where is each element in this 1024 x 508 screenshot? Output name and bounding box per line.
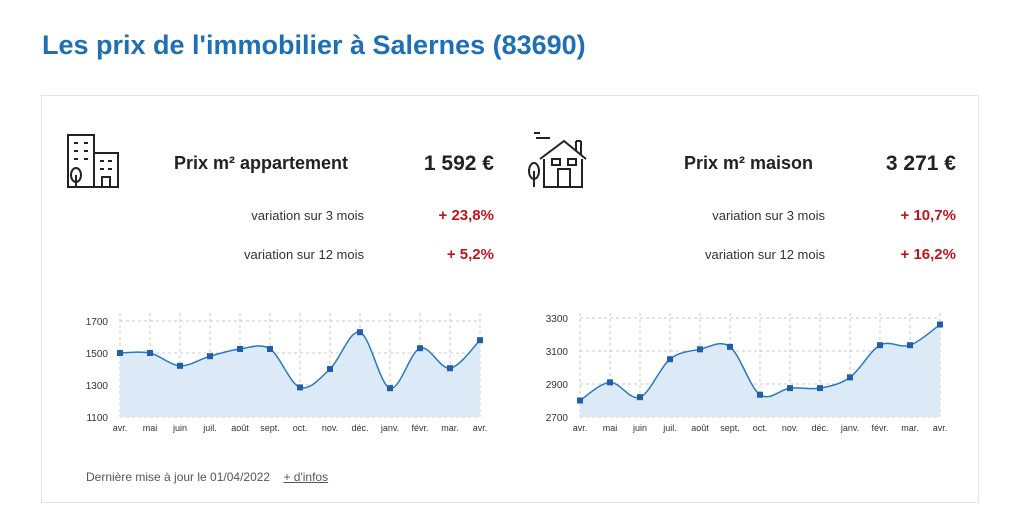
last-update-text: Dernière mise à jour le 01/04/2022	[86, 470, 271, 484]
x-tick-label: avr.	[573, 423, 588, 433]
x-tick-label: nov.	[782, 423, 798, 433]
data-point	[207, 353, 213, 360]
appartement-var3-value: + 23,8%	[438, 207, 494, 224]
x-tick-label: nov.	[322, 423, 338, 433]
data-point	[237, 346, 243, 352]
more-info-link[interactable]: + d'infos	[283, 470, 329, 484]
x-tick-label: avr.	[473, 423, 488, 433]
data-point	[907, 342, 913, 349]
appartement-price-chart: 1700 1500 1300 1100 avr. mai juin juil. août sept…	[86, 313, 488, 433]
x-tick-label: oct.	[293, 423, 308, 433]
appartement-var3-label: variation sur 3 mois	[251, 208, 364, 223]
data-point	[727, 343, 733, 350]
data-point	[667, 356, 673, 363]
y-tick-label: 3100	[546, 347, 569, 358]
data-point	[937, 321, 943, 328]
data-point	[327, 366, 333, 372]
maison-var12-value: + 16,2%	[900, 246, 956, 263]
data-point	[267, 346, 273, 352]
appartement-var12-label: variation sur 12 mois	[244, 247, 364, 262]
y-tick-label: 2700	[546, 413, 569, 424]
x-tick-label: juil.	[202, 423, 217, 433]
price-card	[41, 95, 979, 503]
house-icon	[528, 132, 587, 188]
x-tick-label: sept.	[260, 423, 280, 433]
data-point	[387, 385, 393, 392]
appartement-label: Prix m² appartement	[174, 153, 349, 173]
data-point	[357, 329, 363, 336]
maison-label: Prix m² maison	[684, 153, 814, 173]
x-tick-label: févr.	[871, 423, 888, 433]
data-point	[607, 379, 613, 386]
page-title: Les prix de l'immobilier à Salernes (836…	[42, 30, 586, 60]
maison-price: 3 271 €	[885, 152, 956, 175]
x-tick-label: avr.	[113, 423, 128, 433]
x-tick-label: janv.	[380, 423, 399, 433]
area-fill	[580, 324, 940, 417]
x-tick-label: août	[231, 423, 249, 433]
x-tick-label: mai	[143, 423, 158, 433]
building-icon	[67, 134, 119, 188]
y-tick-label: 1700	[86, 317, 109, 328]
data-point	[697, 346, 703, 353]
x-tick-label: janv.	[840, 423, 859, 433]
data-point	[577, 397, 583, 404]
data-point	[847, 374, 853, 381]
x-tick-label: déc.	[351, 423, 368, 433]
data-point	[757, 391, 763, 398]
y-tick-label: 2900	[546, 380, 569, 391]
x-tick-label: juin	[632, 423, 647, 433]
data-point	[147, 350, 153, 356]
y-tick-label: 1300	[86, 381, 109, 392]
y-tick-label: 1100	[86, 413, 108, 424]
maison-price-chart: 3300 3100 2900 2700 avr. mai juin juil. août sept…	[546, 313, 948, 433]
data-point	[177, 362, 183, 369]
data-point	[117, 350, 123, 356]
maison-var3-label: variation sur 3 mois	[712, 208, 825, 223]
area-fill	[120, 331, 480, 417]
data-point	[637, 394, 643, 401]
data-point	[787, 385, 793, 392]
x-tick-label: juil.	[662, 423, 677, 433]
appartement-var12-value: + 5,2%	[446, 246, 494, 263]
appartement-price: 1 592 €	[423, 152, 494, 175]
maison-var3-value: + 10,7%	[900, 207, 956, 224]
y-tick-label: 1500	[86, 349, 109, 360]
data-point	[417, 345, 423, 352]
data-point	[877, 342, 883, 349]
x-tick-label: févr.	[411, 423, 428, 433]
x-tick-label: mar.	[441, 423, 459, 433]
footer: Dernière mise à jour le 01/04/2022 + d'i…	[86, 470, 328, 484]
data-point	[817, 385, 823, 392]
maison-var12-label: variation sur 12 mois	[705, 247, 825, 262]
x-tick-label: août	[691, 423, 709, 433]
x-tick-label: oct.	[753, 423, 768, 433]
y-tick-label: 3300	[546, 314, 569, 325]
data-point	[297, 384, 303, 391]
x-tick-label: déc.	[811, 423, 828, 433]
data-point	[447, 365, 453, 372]
x-tick-label: juin	[172, 423, 187, 433]
x-tick-label: avr.	[933, 423, 948, 433]
x-tick-label: mai	[603, 423, 618, 433]
x-tick-label: mar.	[901, 423, 919, 433]
data-point	[477, 337, 483, 344]
x-tick-label: sept.	[720, 423, 740, 433]
